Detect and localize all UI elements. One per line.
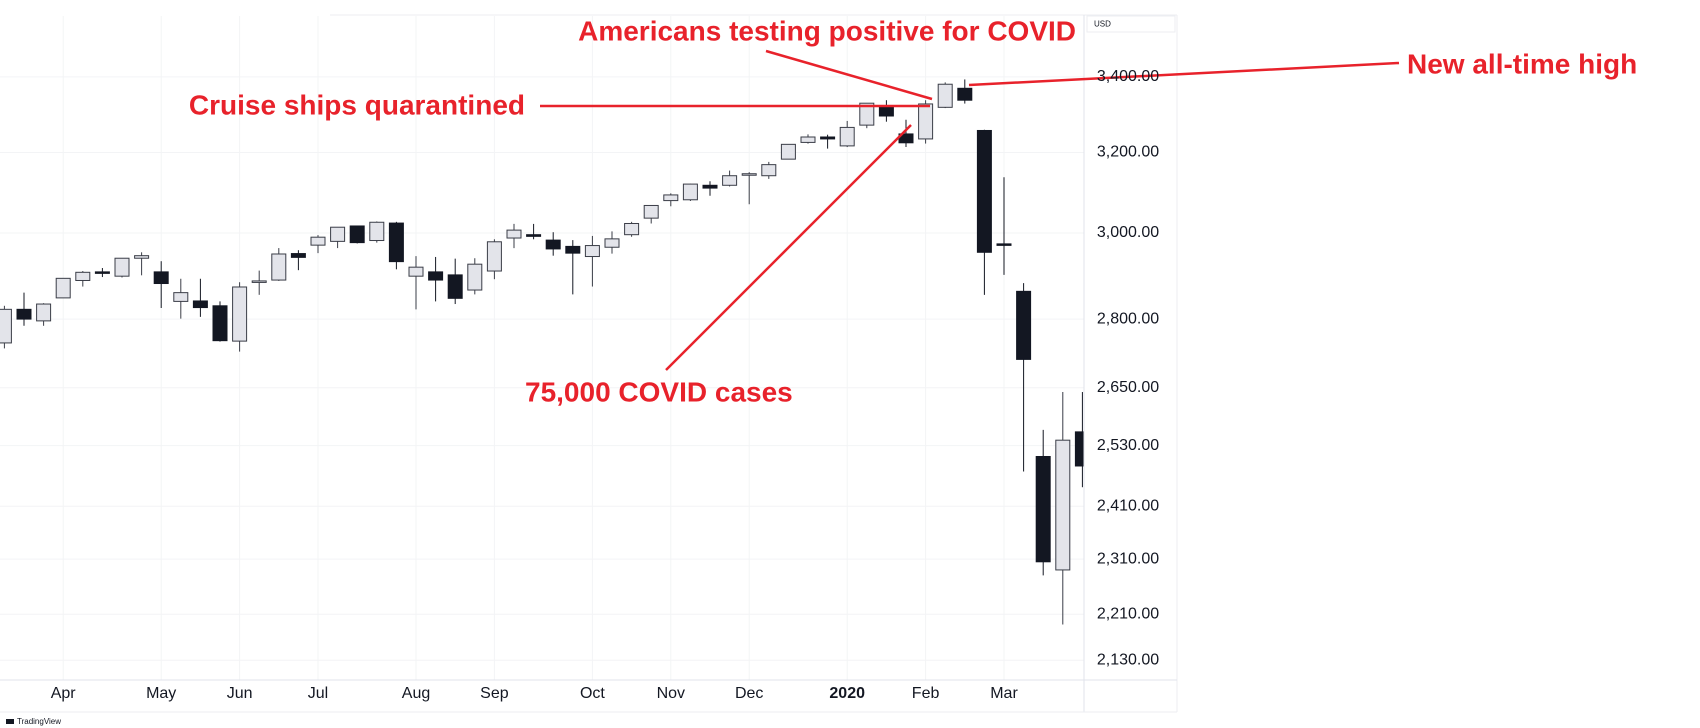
y-tick-label: 3,400.00 (1097, 68, 1159, 85)
annotation-line (765, 49, 933, 101)
candle-body (957, 87, 973, 101)
watermark-text: TradingView (17, 717, 61, 726)
candle-body (820, 136, 836, 140)
candle-body (682, 183, 698, 201)
candle-body (545, 239, 561, 250)
x-tick-label: Dec (735, 685, 763, 702)
candle-body (761, 164, 777, 177)
candle-body (663, 194, 679, 202)
annotation-line (665, 124, 912, 371)
candle-body (467, 263, 483, 291)
annotation: 75,000 COVID cases (525, 376, 793, 407)
candle-body (388, 222, 404, 263)
x-tick-label: Nov (657, 685, 685, 702)
candle-body (741, 173, 757, 176)
candle-body (94, 271, 110, 274)
candle-body (506, 229, 522, 239)
candle-body (55, 277, 71, 299)
candle-body (134, 255, 150, 259)
y-tick-label: 2,530.00 (1097, 437, 1159, 454)
x-tick-label: Oct (580, 685, 605, 702)
candle-body (212, 305, 228, 342)
candle-body (722, 175, 738, 186)
x-tick-label: 2020 (829, 685, 865, 702)
candle-body (192, 300, 208, 309)
candle-body (486, 241, 502, 272)
x-tick-label: Jul (308, 685, 328, 702)
candle-body (36, 303, 52, 322)
y-tick-label: 2,410.00 (1097, 497, 1159, 514)
candle-body (800, 136, 816, 143)
annotation-line (968, 61, 1400, 87)
annotations: Americans testing positive for COVID Cru… (189, 15, 1637, 407)
candle-body (976, 129, 992, 253)
currency: USD (1094, 20, 1111, 29)
candle-body (878, 105, 894, 117)
y-tick-label: 2,130.00 (1097, 652, 1159, 669)
watermark: TradingView (6, 717, 61, 726)
y-tick-label: 2,650.00 (1097, 379, 1159, 396)
annotation: Cruise ships quarantined (189, 89, 525, 120)
candle-body (330, 226, 346, 242)
x-tick-label: Feb (912, 685, 940, 702)
y-tick-label: 2,210.00 (1097, 606, 1159, 623)
candle-body (75, 271, 91, 281)
candle-body (996, 243, 1012, 246)
x-tick-label: Sep (480, 685, 509, 702)
y-tick-label: 3,200.00 (1097, 144, 1159, 161)
candle-body (447, 274, 463, 299)
candle-body (584, 245, 600, 258)
candle-body (114, 257, 130, 277)
candle-body (624, 222, 640, 236)
x-tick-label: Aug (402, 685, 430, 702)
candle-body (1074, 431, 1084, 467)
candle-body (1035, 455, 1051, 563)
candle-body (0, 308, 12, 344)
candle-body (604, 238, 620, 248)
candle-body (349, 225, 365, 244)
candle-body (232, 286, 248, 342)
candle-body (251, 280, 267, 283)
candle-body (643, 204, 659, 219)
candle-body (153, 271, 169, 285)
candle-body (173, 292, 189, 302)
candle-body (1016, 290, 1032, 360)
candles (0, 79, 1084, 625)
candle-body (369, 221, 385, 242)
currency-box (1086, 15, 1176, 33)
candle-body (408, 266, 424, 277)
y-tick-label: 3,000.00 (1097, 224, 1159, 241)
candle-body (937, 83, 953, 108)
candle-body (702, 184, 718, 189)
x-tick-label: May (146, 685, 176, 702)
candle-body (839, 126, 855, 147)
y-tick-label: 2,800.00 (1097, 310, 1159, 327)
annotation: New all-time high (1407, 48, 1637, 79)
candle-body (565, 245, 581, 254)
candle-body (859, 102, 875, 126)
candle-body (271, 253, 287, 281)
annotation: Americans testing positive for COVID (578, 15, 1076, 46)
candle-body (526, 234, 542, 237)
candle-body (16, 308, 32, 320)
candle-body (1055, 439, 1071, 571)
x-tick-label: Jun (227, 685, 253, 702)
candle-body (290, 253, 306, 258)
candle-body (918, 103, 934, 140)
candle-body (428, 271, 444, 281)
x-tick-label: Apr (51, 685, 77, 702)
candle-body (310, 236, 326, 246)
logo (6, 719, 14, 724)
x-tick-label: Mar (990, 685, 1018, 702)
y-tick-label: 2,310.00 (1097, 550, 1159, 567)
candle-body (780, 143, 796, 160)
